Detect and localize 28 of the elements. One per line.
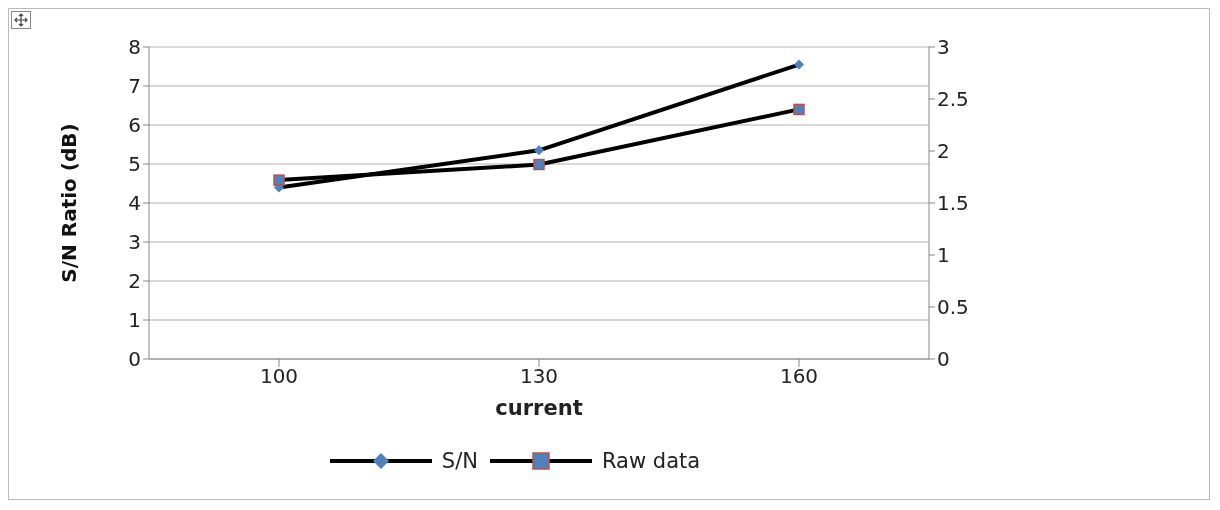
y2-tick-label: 1 (937, 243, 950, 268)
y-tick-label: 2 (128, 269, 141, 294)
y-tick-label: 3 (128, 230, 141, 255)
y-tick-label: 1 (128, 308, 141, 333)
y-tick-label: 7 (128, 74, 141, 99)
x-tick-label: 160 (779, 364, 819, 389)
point (273, 174, 285, 186)
x-axis-title: current (495, 396, 583, 420)
point (793, 103, 805, 116)
x-tick-label: 130 (519, 364, 559, 389)
x-tick-label: 100 (259, 364, 299, 389)
legend-label: S/N (441, 449, 478, 473)
y-tick-label: 4 (128, 191, 141, 216)
y-tick-label: 6 (128, 113, 141, 138)
y2-tick-label: 1.5 (937, 191, 969, 216)
y-tick-label: 0 (128, 347, 141, 372)
point (794, 59, 804, 70)
y2-tick-label: 2.5 (937, 87, 969, 112)
y2-tick-label: 0.5 (937, 295, 969, 320)
y2-tick-label: 0 (937, 347, 950, 372)
point (534, 145, 544, 156)
y-tick-label: 5 (128, 152, 141, 177)
point (533, 158, 545, 171)
y-axis-title: S/N Ratio (dB) (57, 123, 82, 283)
y2-tick-label: 3 (937, 35, 950, 60)
y2-tick-label: 2 (937, 139, 950, 164)
y-tick-label: 8 (128, 35, 141, 60)
legend-label: Raw data (601, 449, 701, 473)
